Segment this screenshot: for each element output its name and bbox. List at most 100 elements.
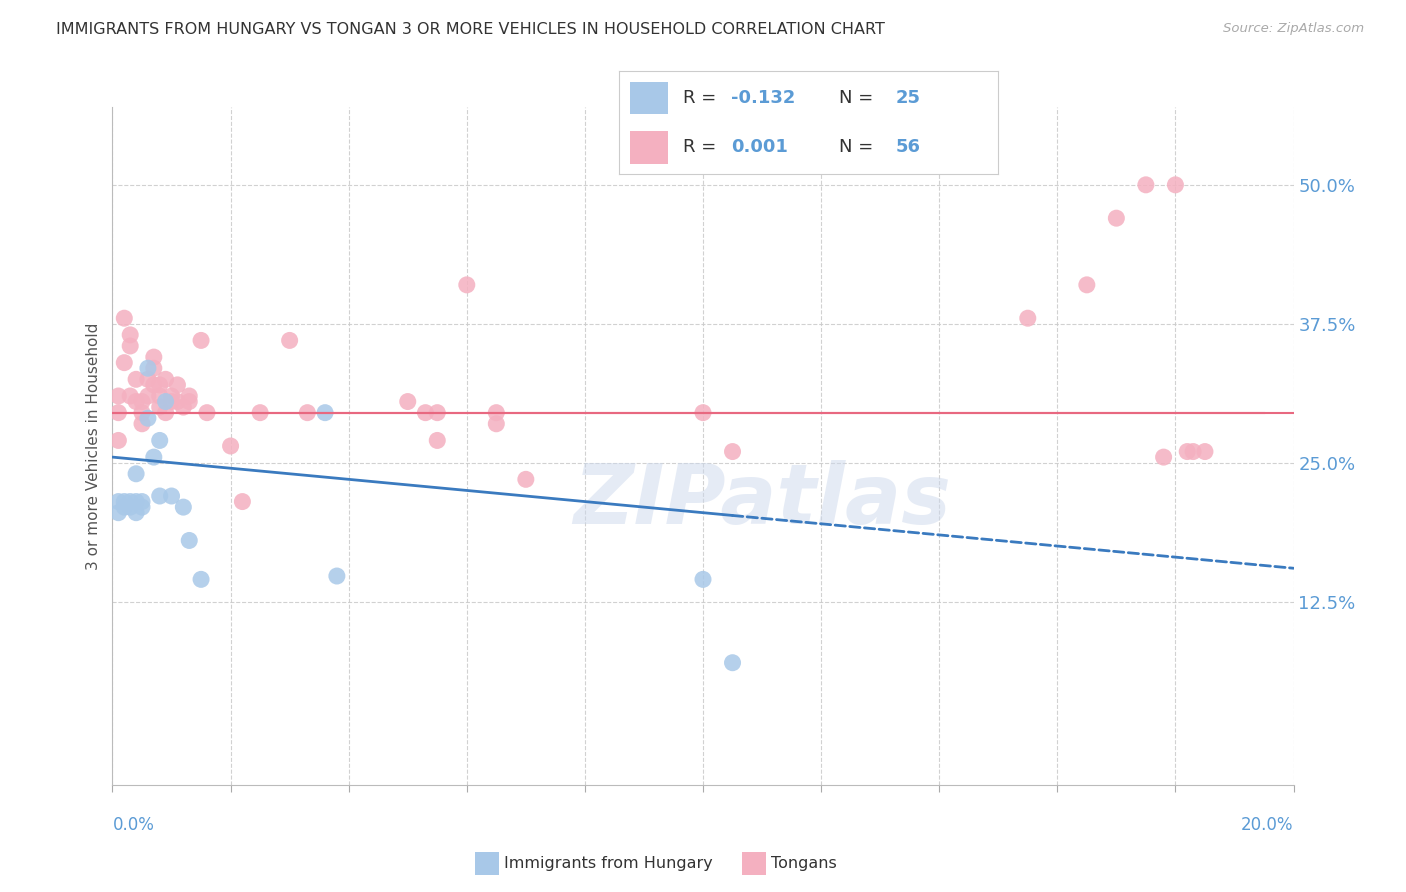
Point xyxy=(160,394,183,409)
Point xyxy=(195,406,218,420)
Point xyxy=(721,656,744,670)
Point xyxy=(1135,178,1157,192)
Point xyxy=(190,334,212,348)
Point xyxy=(125,506,148,520)
Point xyxy=(120,327,142,342)
Text: 0.001: 0.001 xyxy=(731,138,787,156)
Point xyxy=(112,356,135,370)
Point xyxy=(1105,211,1128,226)
Text: Immigrants from Hungary: Immigrants from Hungary xyxy=(505,855,713,871)
Point xyxy=(515,472,537,486)
Point xyxy=(179,389,201,403)
Point xyxy=(485,417,508,431)
Text: IMMIGRANTS FROM HUNGARY VS TONGAN 3 OR MORE VEHICLES IN HOUSEHOLD CORRELATION CH: IMMIGRANTS FROM HUNGARY VS TONGAN 3 OR M… xyxy=(56,22,886,37)
Point xyxy=(149,489,172,503)
Point xyxy=(1076,277,1098,292)
Point xyxy=(692,406,714,420)
Point xyxy=(149,389,172,403)
Point xyxy=(149,400,172,414)
Point xyxy=(172,500,194,515)
Point xyxy=(415,406,437,420)
Point xyxy=(107,506,129,520)
Point xyxy=(112,500,135,515)
Text: 25: 25 xyxy=(896,89,921,107)
Point xyxy=(166,394,188,409)
Point xyxy=(1153,450,1175,464)
Point xyxy=(278,334,301,348)
Point xyxy=(136,372,159,386)
Point xyxy=(160,389,183,403)
Point xyxy=(107,494,129,508)
Point xyxy=(1017,311,1039,326)
Point xyxy=(107,434,129,448)
Point xyxy=(107,389,129,403)
Point xyxy=(136,361,159,376)
Point xyxy=(142,361,165,376)
Point xyxy=(179,533,201,548)
Point xyxy=(231,494,253,508)
Point xyxy=(149,377,172,392)
Point xyxy=(426,434,449,448)
Point xyxy=(149,434,172,448)
Point xyxy=(166,377,188,392)
Point xyxy=(1194,444,1216,458)
Point xyxy=(125,494,148,508)
Bar xyxy=(742,852,766,875)
Point xyxy=(131,417,153,431)
Text: Tongans: Tongans xyxy=(772,855,837,871)
Point xyxy=(131,394,153,409)
Point xyxy=(1182,444,1205,458)
Y-axis label: 3 or more Vehicles in Household: 3 or more Vehicles in Household xyxy=(86,322,101,570)
Point xyxy=(120,494,142,508)
Point xyxy=(721,444,744,458)
Text: ZIPatlas: ZIPatlas xyxy=(574,459,950,541)
Point xyxy=(172,400,194,414)
Text: 20.0%: 20.0% xyxy=(1241,816,1294,834)
Point xyxy=(125,467,148,481)
Point xyxy=(155,406,177,420)
Text: 0.0%: 0.0% xyxy=(112,816,155,834)
Point xyxy=(112,311,135,326)
Point xyxy=(219,439,242,453)
Point xyxy=(136,389,159,403)
Text: N =: N = xyxy=(839,138,879,156)
Point xyxy=(249,406,271,420)
Point xyxy=(326,569,349,583)
Point xyxy=(120,339,142,353)
Point xyxy=(120,500,142,515)
Text: -0.132: -0.132 xyxy=(731,89,794,107)
Point xyxy=(485,406,508,420)
Point xyxy=(142,450,165,464)
Point xyxy=(155,372,177,386)
Point xyxy=(142,350,165,364)
Point xyxy=(297,406,319,420)
Point xyxy=(160,489,183,503)
Point xyxy=(456,277,478,292)
Point xyxy=(155,394,177,409)
Point xyxy=(107,406,129,420)
Point xyxy=(125,394,148,409)
Text: Source: ZipAtlas.com: Source: ZipAtlas.com xyxy=(1223,22,1364,36)
Bar xyxy=(475,852,499,875)
Point xyxy=(1175,444,1198,458)
Point xyxy=(190,573,212,587)
Point xyxy=(125,372,148,386)
Point xyxy=(692,573,714,587)
Bar xyxy=(630,81,668,114)
Point xyxy=(426,406,449,420)
Point xyxy=(131,500,153,515)
Point xyxy=(396,394,419,409)
Point xyxy=(120,389,142,403)
Text: 56: 56 xyxy=(896,138,921,156)
Point xyxy=(136,411,159,425)
Text: N =: N = xyxy=(839,89,879,107)
Text: R =: R = xyxy=(683,138,723,156)
Point xyxy=(179,394,201,409)
Point xyxy=(131,406,153,420)
Point xyxy=(142,377,165,392)
Point xyxy=(112,494,135,508)
Bar xyxy=(630,131,668,163)
Point xyxy=(131,494,153,508)
Text: R =: R = xyxy=(683,89,723,107)
Point xyxy=(1164,178,1187,192)
